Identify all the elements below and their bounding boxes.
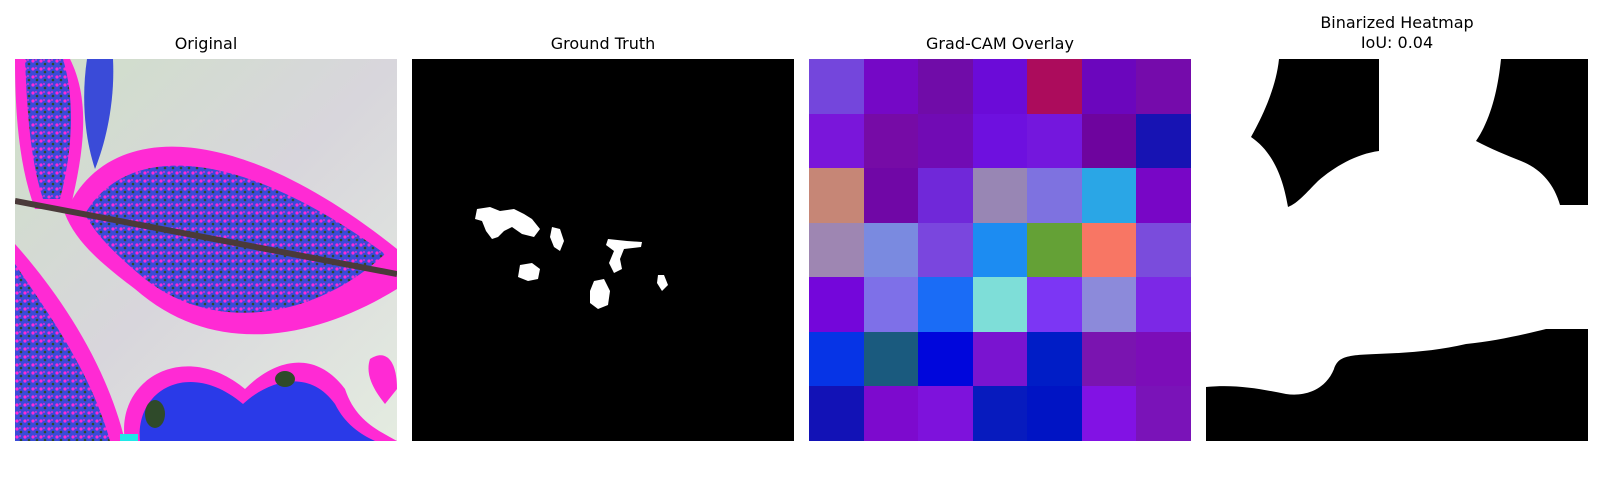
- gradcam-cell: [1136, 222, 1191, 278]
- gradcam-cell: [863, 222, 919, 278]
- gradcam-cell: [1027, 331, 1082, 387]
- gradcam-cell: [1081, 222, 1137, 278]
- original-image: [15, 59, 397, 441]
- gradcam-cell: [972, 331, 1028, 387]
- gradcam-cell: [918, 277, 973, 332]
- ground-truth-mask: [412, 59, 794, 441]
- gradcam-cell: [1081, 277, 1137, 332]
- gradcam-cell: [1027, 168, 1082, 223]
- gradcam-cell: [972, 113, 1028, 169]
- gradcam-cell: [809, 168, 864, 223]
- gradcam-cell: [1136, 59, 1191, 114]
- gradcam-cell: [863, 277, 919, 332]
- gradcam-grid: [809, 59, 1191, 441]
- title-binarized: Binarized Heatmap IoU: 0.04: [1320, 13, 1474, 52]
- gradcam-cell: [918, 59, 973, 114]
- gradcam-cell: [863, 168, 919, 223]
- gradcam-cell: [1027, 59, 1082, 114]
- gradcam-cell: [863, 113, 919, 169]
- gradcam-cell: [972, 386, 1028, 441]
- gradcam-cell: [809, 386, 864, 441]
- gradcam-cell: [1081, 331, 1137, 387]
- gradcam-cell: [918, 113, 973, 169]
- gradcam-cell: [1027, 386, 1082, 441]
- gradcam-cell: [1136, 113, 1191, 169]
- gradcam-cell: [972, 168, 1028, 223]
- gradcam-cell: [1136, 168, 1191, 223]
- gradcam-cell: [1027, 277, 1082, 332]
- title-gradcam: Grad-CAM Overlay: [926, 34, 1074, 53]
- gradcam-cell: [809, 222, 864, 278]
- gradcam-cell: [1136, 277, 1191, 332]
- gradcam-cell: [809, 331, 864, 387]
- gradcam-cell: [1136, 386, 1191, 441]
- gradcam-cell: [809, 113, 864, 169]
- gradcam-cell: [1081, 59, 1137, 114]
- gradcam-cell: [809, 59, 864, 114]
- gradcam-overlay: [809, 59, 1191, 441]
- gradcam-cell: [918, 168, 973, 223]
- title-original: Original: [174, 34, 238, 53]
- gradcam-cell: [1027, 222, 1082, 278]
- binarized-mask: [1206, 59, 1588, 441]
- gradcam-cell: [918, 222, 973, 278]
- binarized-heatmap: [1206, 59, 1588, 441]
- gradcam-cell: [1136, 331, 1191, 387]
- gradcam-cell: [809, 277, 864, 332]
- gradcam-cell: [1081, 113, 1137, 169]
- gradcam-cell: [1081, 386, 1137, 441]
- gradcam-cell: [863, 331, 919, 387]
- ground-truth-blobs: [412, 59, 794, 441]
- gradcam-cell: [863, 59, 919, 114]
- title-ground-truth: Ground Truth: [550, 34, 656, 53]
- gradcam-cell: [972, 277, 1028, 332]
- gradcam-cell: [918, 331, 973, 387]
- original-leaf-picture: [15, 59, 397, 441]
- gradcam-cell: [863, 386, 919, 441]
- gradcam-cell: [1081, 168, 1137, 223]
- gradcam-cell: [1027, 113, 1082, 169]
- gradcam-cell: [972, 222, 1028, 278]
- gradcam-cell: [972, 59, 1028, 114]
- gradcam-cell: [918, 386, 973, 441]
